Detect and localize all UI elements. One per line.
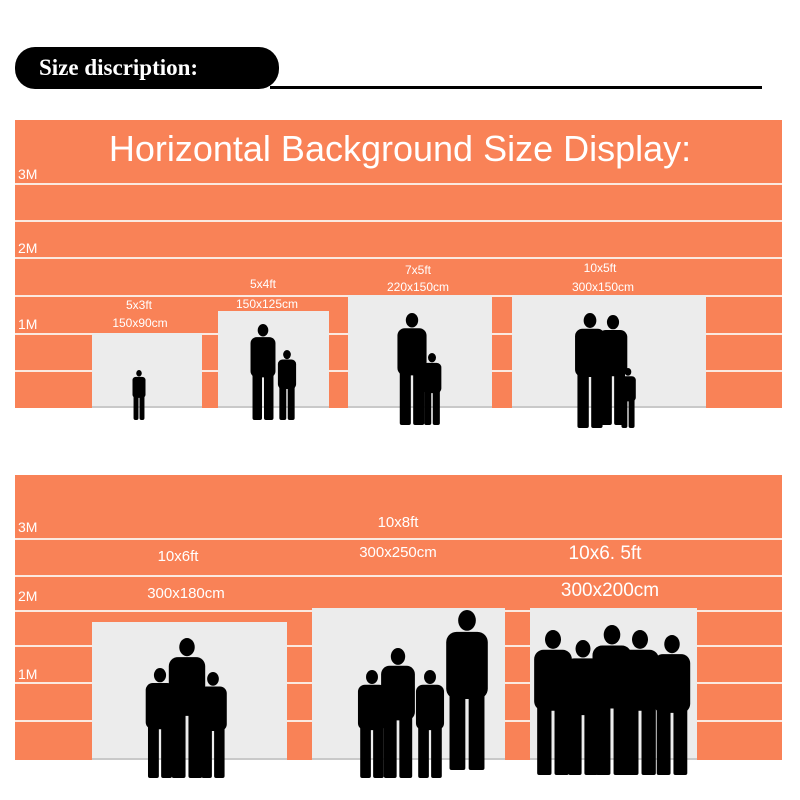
size-cm: 300x180cm bbox=[147, 585, 225, 602]
top-title: Horizontal Background Size Display: bbox=[108, 128, 692, 169]
size-cm: 150x90cm bbox=[112, 316, 168, 330]
header-rule bbox=[270, 86, 762, 89]
person-silhouette bbox=[250, 324, 276, 420]
person-silhouette bbox=[357, 670, 387, 778]
person-silhouette bbox=[653, 635, 691, 775]
size-cm: 300x250cm bbox=[359, 544, 437, 561]
person-silhouette bbox=[277, 350, 297, 420]
divider bbox=[15, 575, 782, 577]
divider bbox=[15, 183, 782, 185]
size-ft: 10x5ft bbox=[583, 261, 617, 275]
size-ft: 5x3ft bbox=[125, 298, 153, 312]
person-silhouette bbox=[598, 315, 628, 425]
person-silhouette bbox=[168, 638, 206, 778]
size-ft: 10x6. 5ft bbox=[568, 543, 642, 564]
size-description-badge: Size discription: bbox=[15, 47, 279, 89]
panel-5x3 bbox=[92, 333, 202, 408]
person-silhouette bbox=[446, 610, 488, 770]
size-ft: 7x5ft bbox=[404, 263, 432, 277]
scale-1m: 1M bbox=[18, 666, 38, 682]
person-silhouette bbox=[381, 648, 415, 778]
person-silhouette bbox=[565, 640, 601, 775]
scale-2m: 2M bbox=[18, 240, 38, 256]
size-cm: 150x125cm bbox=[235, 297, 299, 311]
scale-3m: 3M bbox=[18, 166, 38, 182]
scale-3m: 3M bbox=[18, 519, 38, 535]
size-cm: 220x150cm bbox=[386, 280, 450, 294]
person-silhouette bbox=[534, 630, 572, 775]
person-silhouette bbox=[397, 313, 427, 425]
scale-1m: 1M bbox=[18, 316, 38, 332]
size-ft: 5x4ft bbox=[249, 277, 277, 291]
size-ft: 10x8ft bbox=[377, 514, 419, 531]
size-cm: 300x200cm bbox=[560, 580, 660, 601]
scale-2m: 2M bbox=[18, 588, 38, 604]
person-silhouette bbox=[145, 668, 175, 778]
person-silhouette bbox=[415, 670, 445, 778]
size-cm: 300x150cm bbox=[571, 280, 635, 294]
size-ft: 10x6ft bbox=[157, 548, 199, 565]
divider bbox=[15, 538, 782, 540]
person-silhouette bbox=[621, 630, 659, 775]
person-silhouette bbox=[132, 370, 146, 420]
divider bbox=[15, 257, 782, 259]
person-silhouette bbox=[199, 672, 227, 778]
person-silhouette bbox=[422, 353, 442, 425]
divider bbox=[15, 220, 782, 222]
person-silhouette bbox=[620, 368, 636, 428]
person-silhouette bbox=[575, 313, 605, 428]
